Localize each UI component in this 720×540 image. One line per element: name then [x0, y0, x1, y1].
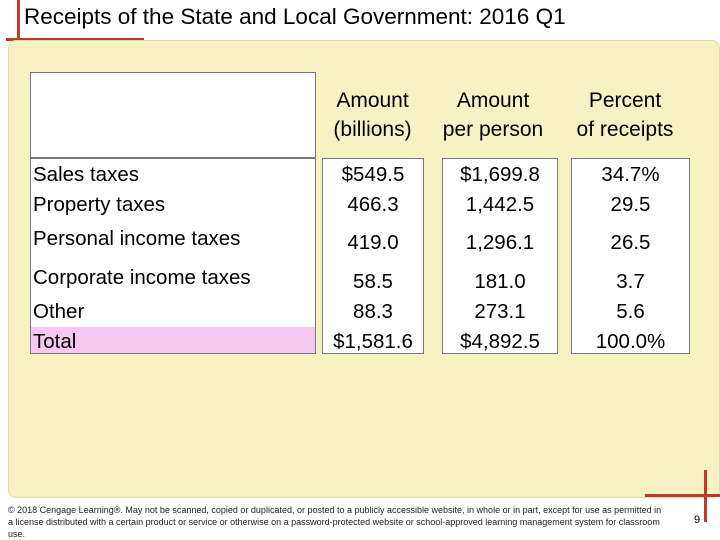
table-cell: $1,581.6 — [333, 330, 413, 353]
table-cell: $1,699.8 — [460, 163, 540, 186]
percent-column: 34.7% 29.5 26.5 3.7 5.6 100.0% — [571, 158, 690, 354]
amount-billions-column: $549.5 466.3 419.0 58.5 88.3 $1,581.6 — [322, 158, 424, 354]
table-cell: 29.5 — [610, 193, 651, 216]
total-highlight — [31, 327, 315, 353]
table-cell: 419.0 — [347, 231, 399, 254]
row-label: Total — [33, 330, 77, 353]
row-label: Personal income taxes — [33, 227, 241, 250]
header-line: Amount — [336, 89, 409, 112]
header-line: Amount — [456, 89, 530, 112]
table-cell: 88.3 — [353, 300, 393, 323]
receipts-table: Amount (billions) Amount per person Perc… — [30, 72, 692, 354]
table-cell: 181.0 — [474, 270, 526, 293]
header-blank-cell — [30, 72, 316, 158]
header-line: Percent — [588, 89, 662, 112]
table-cell: 34.7% — [601, 163, 660, 186]
table-cell: 3.7 — [616, 270, 645, 293]
header-amount-per-person: Amount per person — [433, 86, 553, 144]
table-cell: 466.3 — [347, 193, 399, 216]
table-cell: 58.5 — [353, 270, 393, 293]
amount-per-person-column: $1,699.8 1,442.5 1,296.1 181.0 273.1 $4,… — [442, 158, 558, 354]
row-label: Corporate income taxes — [33, 266, 251, 289]
table-cell: 5.6 — [616, 300, 645, 323]
table-cell: 1,296.1 — [465, 231, 535, 254]
header-amount-billions: Amount (billions) — [320, 86, 425, 144]
accent-line-horizontal-bottom — [645, 494, 720, 497]
page-number: 9 — [694, 514, 701, 526]
header-percent-of-receipts: Percent of receipts — [566, 86, 684, 144]
table-cell: 100.0% — [595, 330, 666, 353]
row-label: Sales taxes — [33, 163, 139, 186]
table-cell: $549.5 — [341, 163, 405, 186]
accent-line-horizontal-top — [6, 38, 144, 41]
table-cell: 1,442.5 — [465, 193, 535, 216]
header-line: (billions) — [333, 118, 412, 141]
slide-title: Receipts of the State and Local Governme… — [24, 4, 566, 29]
table-cell: 26.5 — [610, 231, 651, 254]
copyright-footer: © 2018 Cengage Learning®. May not be sca… — [8, 505, 662, 539]
header-line: per person — [442, 118, 544, 141]
table-cell: 273.1 — [474, 300, 526, 323]
accent-line-vertical-top — [17, 0, 20, 48]
table-cell: $4,892.5 — [460, 330, 540, 353]
row-label: Property taxes — [33, 193, 166, 216]
accent-line-vertical-bottom — [704, 470, 707, 522]
header-line: of receipts — [576, 118, 674, 141]
row-label: Other — [33, 300, 85, 323]
row-labels-column: Sales taxes Property taxes Personal inco… — [30, 158, 316, 354]
